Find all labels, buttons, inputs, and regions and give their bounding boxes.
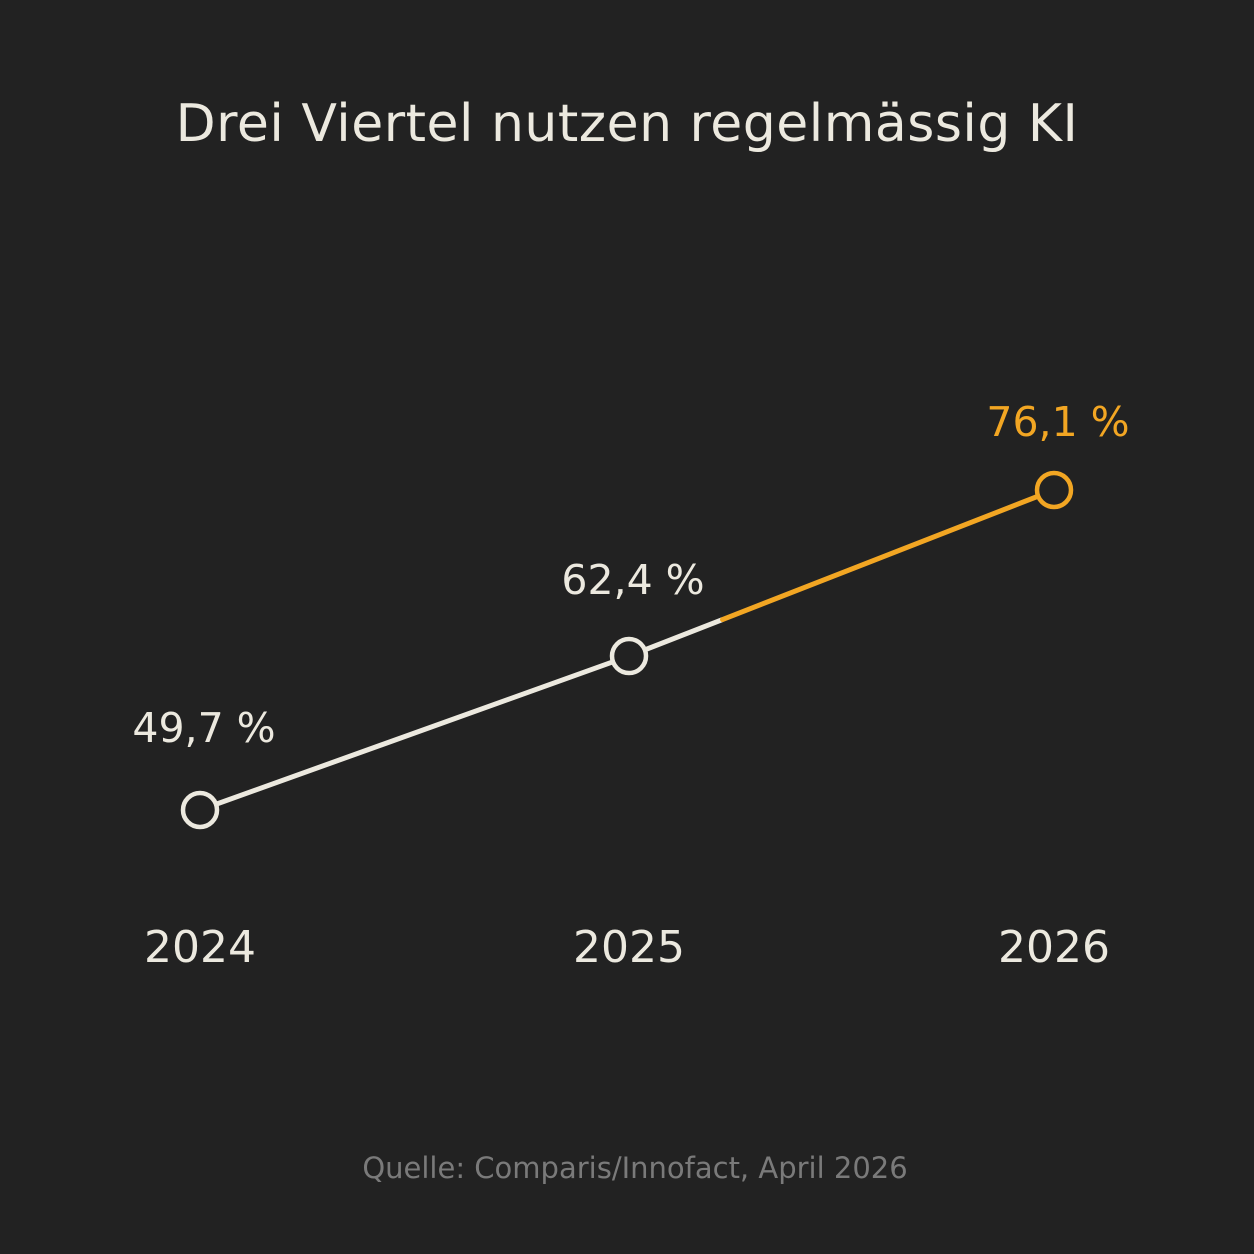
source-note: Quelle: Comparis/Innofact, April 2026 [362,1151,907,1185]
x-tick-label-2024: 2024 [144,922,256,973]
data-point-2024 [180,790,220,830]
chart-title: Drei Viertel nutzen regelmässig KI [176,94,1079,154]
line-segment-2025-2026-highlight [720,487,1057,623]
data-point-2026 [1034,470,1074,510]
data-points [180,470,1074,830]
data-label-2026: 76,1 % [986,398,1129,446]
x-axis-labels: 2024 2025 2026 [144,922,1110,973]
data-label-2025: 62,4 % [561,556,704,604]
x-tick-label-2025: 2025 [573,922,685,973]
data-labels: 49,7 % 62,4 % 76,1 % [132,398,1129,752]
x-tick-label-2026: 2026 [998,922,1110,973]
line-segment-2024-2025 [197,653,632,813]
data-label-2024: 49,7 % [132,704,275,752]
data-point-2025 [609,636,649,676]
